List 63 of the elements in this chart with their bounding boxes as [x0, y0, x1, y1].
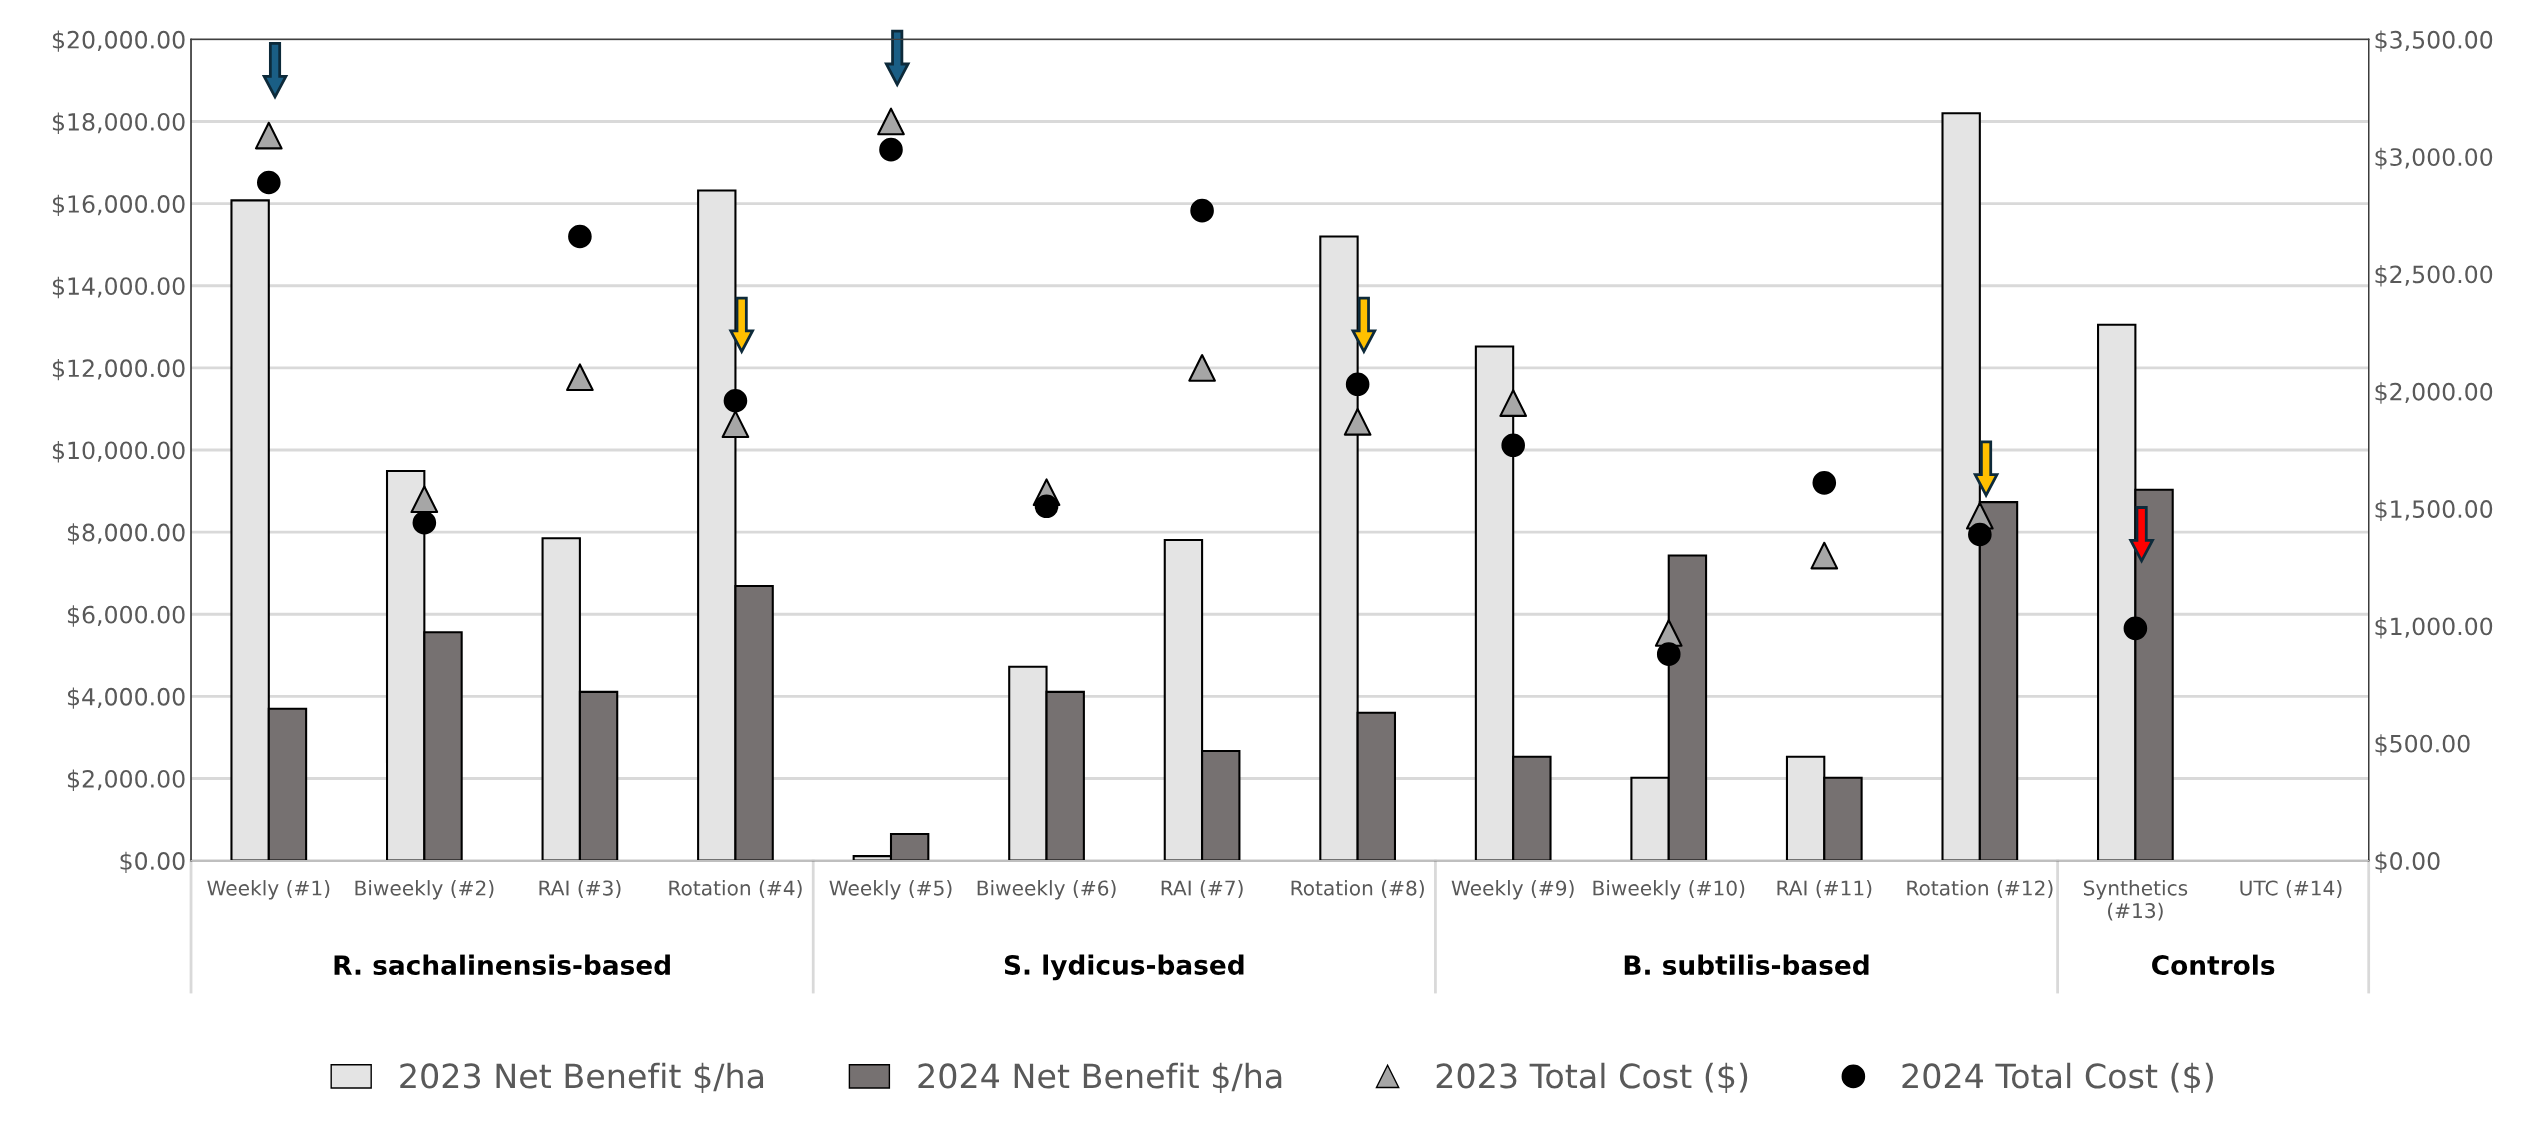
point: [566, 363, 594, 392]
y-tick-label: $6,000.00: [67, 605, 185, 627]
text: Controls: [2152, 954, 2275, 976]
x-tick-label: Rotation (#12): [1907, 880, 2053, 899]
x-tick-label: Biweekly (#2): [355, 880, 494, 900]
point: [412, 510, 437, 535]
x-tick-label: RAI (#7): [1161, 880, 1243, 899]
x-tick-label: Weekly (#9): [1451, 880, 1574, 900]
point: [877, 107, 905, 136]
point: [1501, 433, 1525, 458]
point: [2123, 616, 2148, 641]
x-tick-label: Weekly (#5): [829, 880, 952, 900]
point: [1656, 642, 1681, 666]
y-tick-label: $16,000.00: [52, 194, 185, 217]
point: [257, 170, 281, 195]
y-tick-label: $10,000.00: [52, 441, 185, 463]
point: [1190, 198, 1214, 223]
point: [1343, 408, 1372, 436]
point: [1968, 522, 1992, 547]
text: B. subtilis-based: [1624, 954, 1869, 976]
y2-tick-label: $3,500.00: [2375, 30, 2493, 52]
text: R. sachalinensis-based: [334, 954, 670, 976]
point: [1810, 541, 1839, 570]
x-tick-label: Biweekly (#6): [977, 880, 1116, 900]
text: S. lydicus-based: [1004, 954, 1244, 981]
point: [254, 121, 283, 150]
y-tick-label: $20,000.00: [52, 30, 185, 52]
y-tick-label: $12,000.00: [52, 358, 185, 381]
y-tick-label: $8,000.00: [67, 523, 185, 545]
point: [1812, 471, 1837, 495]
point: [1034, 494, 1059, 519]
point: [721, 410, 750, 439]
point: [410, 485, 439, 514]
y-tick-label: $14,000.00: [52, 276, 185, 299]
y-tick-label: $0.00: [120, 851, 185, 874]
y2-tick-label: $2,000.00: [2375, 382, 2493, 404]
x-tick-label: Rotation (#8): [1291, 880, 1424, 899]
x-tick-label: RAI (#11): [1777, 880, 1872, 899]
legend-label: 2024 Total Cost ($): [1902, 1062, 2213, 1093]
x-tick-label: Synthetics (#13): [2083, 880, 2188, 921]
y-tick-label: $18,000.00: [52, 112, 185, 134]
y2-tick-label: $0.00: [2375, 851, 2440, 874]
point: [1188, 354, 1216, 382]
x-tick-label: RAI (#3): [539, 880, 621, 899]
y2-tick-label: $2,500.00: [2375, 265, 2493, 287]
point: [723, 388, 748, 413]
y2-tick-label: $500.00: [2375, 734, 2470, 756]
y2-tick-label: $1,500.00: [2375, 499, 2493, 522]
point: [1499, 389, 1528, 417]
point: [1345, 372, 1370, 397]
y2-tick-label: $3,000.00: [2375, 147, 2493, 170]
y-tick-label: $4,000.00: [67, 687, 185, 709]
legend-label: 2023 Net Benefit $/ha: [400, 1062, 764, 1093]
point: [568, 224, 592, 249]
legend-label: 2024 Net Benefit $/ha: [918, 1062, 1282, 1093]
y2-tick-label: $1,000.00: [2375, 617, 2493, 639]
legend-label: 2023 Total Cost ($): [1436, 1062, 1748, 1093]
y-tick-label: $2,000.00: [67, 769, 185, 791]
point: [879, 137, 903, 162]
x-tick-label: Rotation (#4): [669, 880, 802, 899]
x-tick-label: UTC (#14): [2240, 880, 2342, 899]
x-tick-label: Biweekly (#10): [1593, 880, 1745, 900]
x-tick-label: Weekly (#1): [207, 880, 330, 900]
